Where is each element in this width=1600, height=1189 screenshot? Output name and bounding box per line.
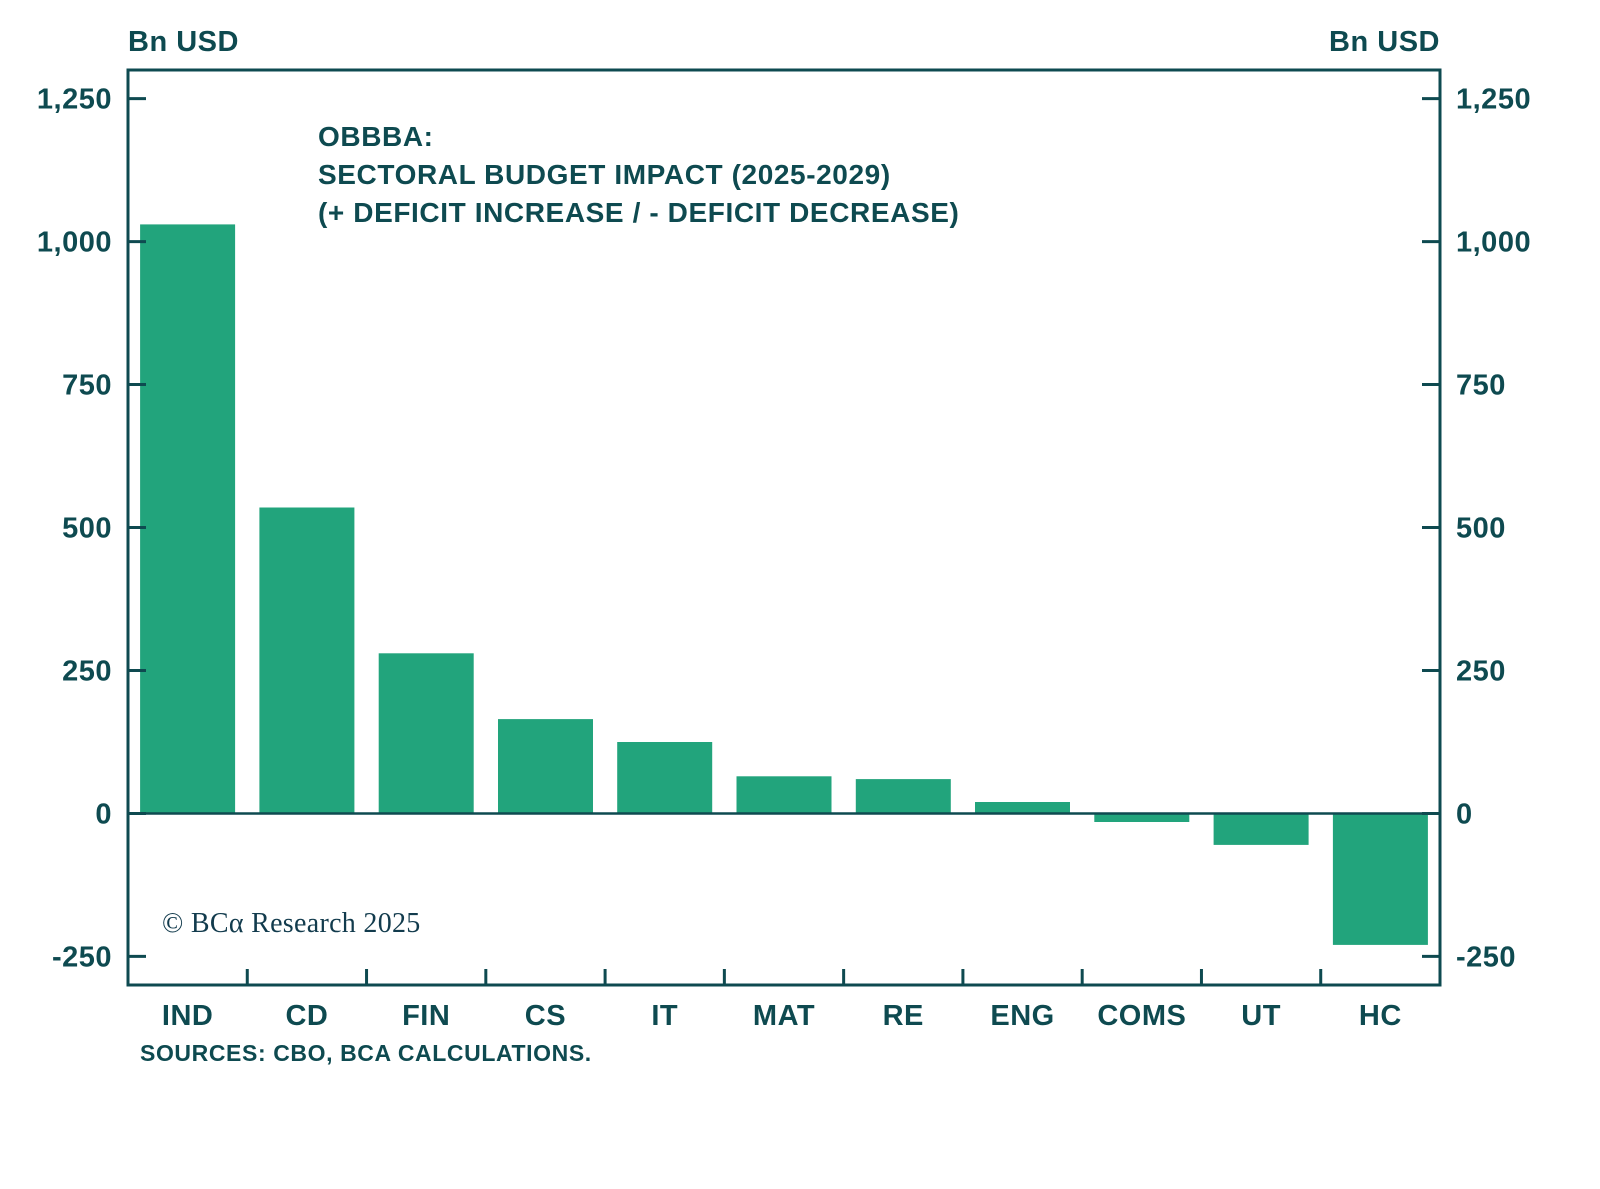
x-axis-label-CS: CS: [525, 1000, 566, 1032]
bar-HC: [1332, 813, 1428, 945]
y-tick-label-left: 1,250: [37, 84, 112, 116]
bar-UT: [1213, 813, 1309, 845]
x-axis-label-ENG: ENG: [990, 1000, 1054, 1032]
x-axis-label-UT: UT: [1241, 1000, 1281, 1032]
x-axis-label-RE: RE: [883, 1000, 924, 1032]
x-axis-label-MAT: MAT: [753, 1000, 815, 1032]
y-axis-unit-label-left: Bn USD: [128, 26, 239, 58]
y-tick-label-right: 500: [1456, 513, 1506, 545]
y-tick-label-right: 0: [1456, 798, 1473, 830]
y-tick-label-right: 1,000: [1456, 227, 1531, 259]
y-tick-label-right: 250: [1456, 655, 1506, 687]
y-tick-label-left: 250: [62, 655, 112, 687]
bar-COMS: [1094, 813, 1190, 822]
x-axis-label-CD: CD: [285, 1000, 328, 1032]
x-axis-label-COMS: COMS: [1097, 1000, 1186, 1032]
y-tick-label-right: -250: [1456, 941, 1516, 973]
bar-IT: [617, 742, 713, 814]
bar-ENG: [975, 802, 1070, 814]
bar-MAT: [736, 776, 832, 814]
y-axis-unit-label-right: Bn USD: [1329, 26, 1440, 58]
bar-IND: [140, 224, 236, 814]
x-axis-label-HC: HC: [1359, 1000, 1402, 1032]
chart-title-line-3: (+ DEFICIT INCREASE / - DEFICIT DECREASE…: [318, 197, 960, 228]
chart-title-line-1: OBBBA:: [318, 121, 434, 152]
chart-title: OBBBA: SECTORAL BUDGET IMPACT (2025-2029…: [318, 118, 959, 232]
copyright-note: © BCα Research 2025: [162, 908, 421, 939]
y-tick-label-left: -250: [52, 941, 112, 973]
y-tick-label-left: 750: [62, 370, 112, 402]
bar-RE: [855, 779, 951, 814]
y-tick-label-right: 750: [1456, 370, 1506, 402]
y-tick-label-left: 0: [95, 798, 112, 830]
bar-CS: [498, 719, 593, 814]
x-axis-label-FIN: FIN: [402, 1000, 450, 1032]
y-tick-label-right: 1,250: [1456, 84, 1531, 116]
bar-FIN: [378, 653, 474, 814]
x-axis-label-IND: IND: [162, 1000, 213, 1032]
chart-title-line-2: SECTORAL BUDGET IMPACT (2025-2029): [318, 159, 891, 190]
x-axis-label-IT: IT: [651, 1000, 678, 1032]
bar-CD: [259, 507, 355, 814]
source-note: SOURCES: CBO, BCA CALCULATIONS.: [140, 1040, 592, 1066]
y-tick-label-left: 500: [62, 513, 112, 545]
y-tick-label-left: 1,000: [37, 227, 112, 259]
